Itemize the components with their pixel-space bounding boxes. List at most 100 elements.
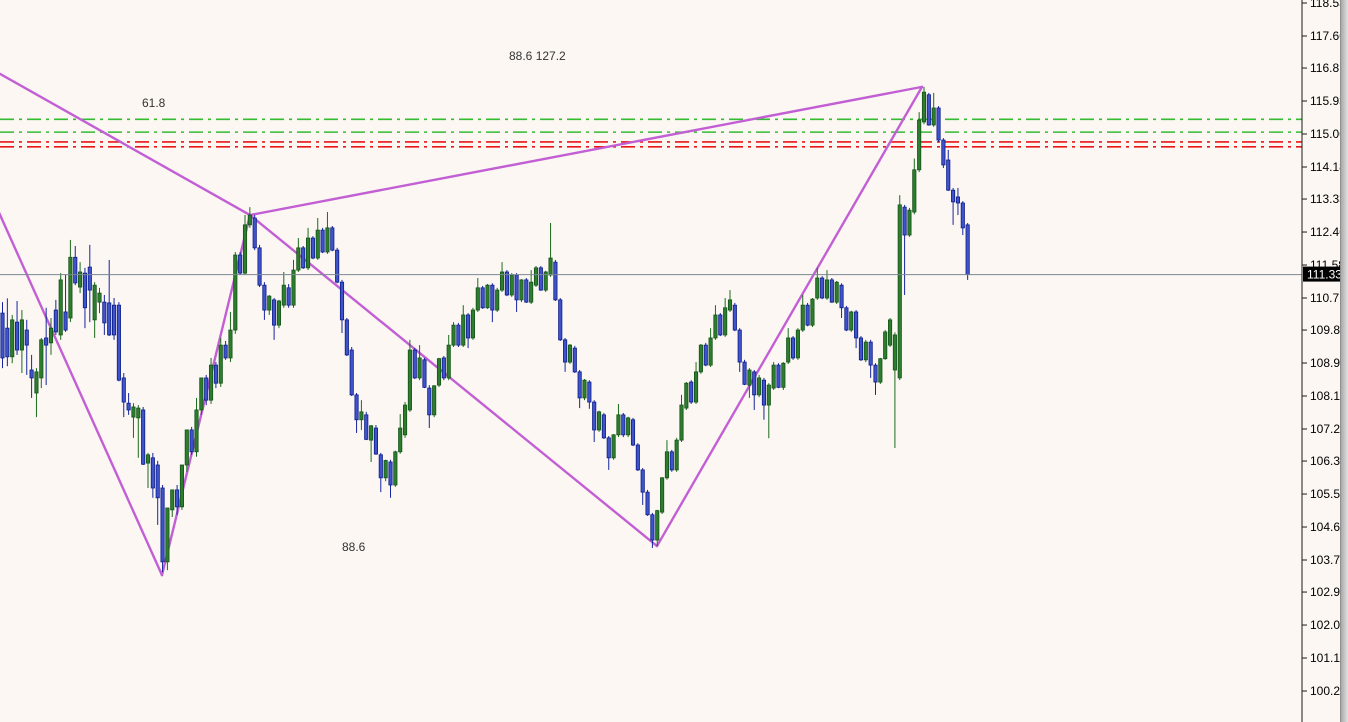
candle-body: [194, 409, 199, 453]
candle-body: [223, 344, 228, 359]
candle-body: [732, 304, 737, 331]
candle-body: [499, 271, 505, 291]
candle-body: [839, 284, 844, 309]
candle-body: [563, 339, 568, 363]
candle-body: [10, 319, 15, 358]
axis-tick-label: 114.185: [1310, 160, 1348, 174]
candle-body: [73, 256, 78, 284]
candle-body: [407, 349, 412, 411]
candle-body: [553, 261, 558, 301]
window-scrollbar[interactable]: [1340, 0, 1348, 722]
candles-group: [0, 86, 970, 573]
axis-tick-label: 113.335: [1310, 192, 1348, 206]
candle-body: [0, 312, 5, 359]
candle-body: [378, 454, 383, 479]
candle-body: [456, 324, 461, 346]
candle-body: [660, 477, 665, 513]
candle-body: [39, 339, 44, 379]
candle-body: [252, 217, 257, 249]
candle-body: [490, 284, 495, 311]
candle-body: [116, 304, 121, 381]
candle-body: [776, 364, 781, 388]
candle-body: [786, 337, 791, 363]
candle-body: [674, 439, 679, 471]
candle-body: [286, 287, 291, 306]
candle-body: [189, 429, 194, 453]
candle-body: [393, 451, 398, 486]
harmonic-pattern-line-XA[interactable]: [0, 26, 164, 577]
candle-body: [684, 382, 689, 409]
candle-body: [291, 269, 296, 306]
axis-tick-label: 101.160: [1310, 651, 1348, 665]
candle-body: [364, 414, 369, 440]
candle-body: [388, 461, 393, 486]
axis-tick-label: 118.535: [1310, 0, 1348, 10]
axis-tick-label: 115.060: [1310, 127, 1348, 141]
candle-body: [781, 362, 786, 388]
candle-body: [184, 429, 189, 466]
harmonic-pattern-line-CD[interactable]: [655, 85, 924, 548]
candle-body: [14, 321, 20, 351]
fib-ratio-label: 61.8: [142, 96, 166, 110]
candle-body: [165, 507, 170, 563]
candle-body: [34, 371, 39, 394]
candle-body: [955, 196, 960, 204]
candle-body: [349, 349, 354, 396]
candle-body: [873, 364, 878, 383]
candle-body: [272, 299, 277, 326]
candle-body: [48, 327, 54, 344]
candle-body: [320, 229, 325, 253]
candle-body: [621, 414, 626, 436]
harmonic-pattern-line-XB[interactable]: [0, 26, 252, 217]
axis-tick-label: 104.635: [1310, 520, 1348, 534]
harmonic-pattern-line-BD[interactable]: [248, 85, 924, 217]
candle-body: [635, 444, 640, 471]
candle-body: [834, 281, 839, 303]
candle-body: [373, 427, 378, 455]
axis-tick-label: 116.810: [1310, 61, 1348, 75]
candle-body: [577, 371, 582, 399]
candle-body: [698, 344, 703, 373]
candle-body: [936, 107, 941, 141]
candle-body: [97, 292, 102, 303]
candle-body: [606, 437, 611, 459]
candle-body: [703, 344, 708, 366]
candle-body: [432, 385, 437, 416]
candle-body: [436, 358, 442, 386]
candle-body: [800, 304, 805, 331]
candle-body: [752, 371, 757, 396]
candle-body: [213, 364, 218, 384]
candle-body: [44, 337, 49, 346]
candle-body: [427, 387, 432, 416]
candle-body: [829, 279, 834, 303]
candle-body: [718, 314, 723, 336]
candle-body: [107, 302, 112, 336]
candle-body: [441, 357, 446, 379]
axis-tick-label: 110.710: [1310, 291, 1348, 305]
candle-body: [208, 364, 214, 401]
candle-body: [136, 407, 141, 419]
candle-body: [810, 298, 815, 326]
axis-tick-label: 103.760: [1310, 553, 1348, 567]
candle-body: [78, 271, 83, 288]
candle-body: [907, 209, 912, 236]
candle-body: [601, 414, 606, 439]
candle-body: [301, 247, 306, 269]
axis-tick-label: 105.510: [1310, 487, 1348, 501]
fib-ratio-label: 88.6 127.2: [509, 49, 566, 63]
candle-body: [470, 309, 475, 339]
candle-body: [267, 295, 272, 311]
candle-body: [926, 94, 931, 126]
candle-body: [179, 464, 185, 508]
candle-body: [679, 404, 684, 441]
candle-body: [451, 324, 456, 346]
candle-body: [960, 202, 965, 229]
candle-body: [383, 460, 388, 479]
candle-body: [824, 279, 830, 299]
harmonic-pattern-line-BC[interactable]: [248, 213, 659, 548]
candle-body: [24, 329, 29, 346]
candle-body: [150, 457, 155, 489]
candle-body: [141, 409, 146, 465]
